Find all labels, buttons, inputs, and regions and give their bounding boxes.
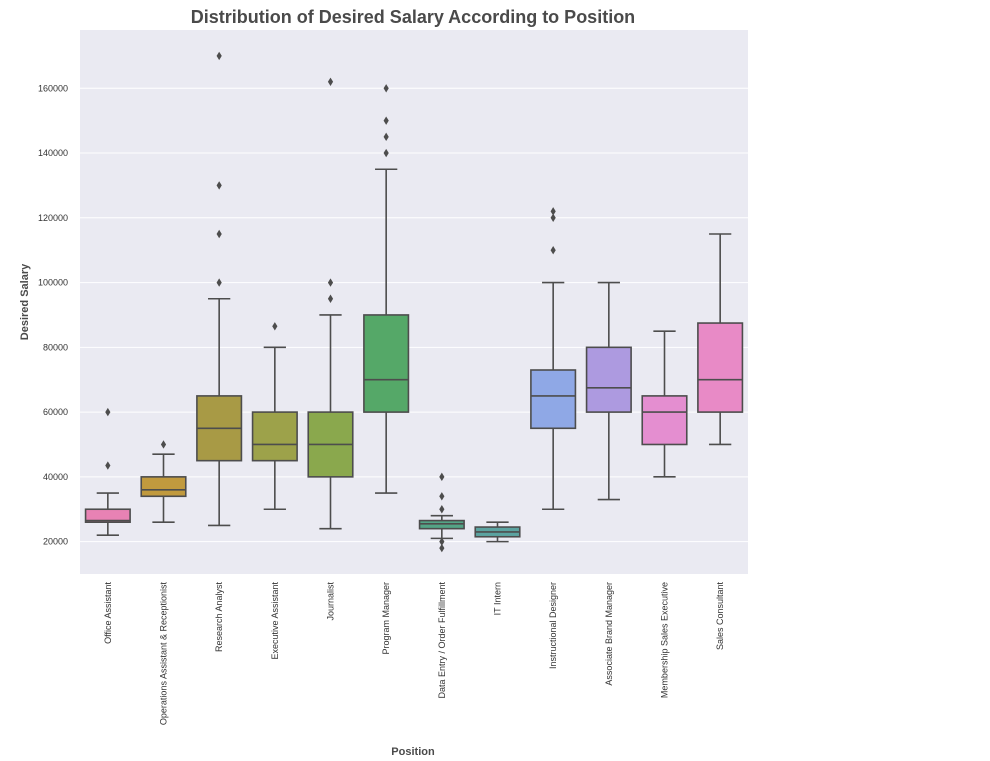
outlier-point xyxy=(439,472,445,482)
outlier-point xyxy=(383,148,389,158)
y-axis-label: Desired Salary xyxy=(19,263,31,340)
box-group xyxy=(307,77,354,530)
plot-area xyxy=(80,30,748,574)
box-group xyxy=(363,84,410,494)
x-tick-label: Data Entry / Order Fulfillment xyxy=(437,582,447,699)
box-group xyxy=(196,51,243,527)
y-tick-label: 40000 xyxy=(43,472,68,482)
box-group xyxy=(697,233,744,446)
outlier-point xyxy=(383,116,389,125)
x-tick-label: Instructional Designer xyxy=(548,582,558,669)
x-tick-label: Membership Sales Executive xyxy=(660,582,670,698)
box-group xyxy=(641,330,688,478)
outlier-point xyxy=(327,278,334,287)
x-axis-ticks: Office Assistant Operations Assistant & R… xyxy=(103,582,725,726)
box-group xyxy=(140,440,187,523)
box xyxy=(585,346,632,413)
box xyxy=(641,395,688,446)
outlier-point xyxy=(550,207,556,216)
outlier-point xyxy=(439,492,445,501)
box-group xyxy=(251,322,298,511)
box xyxy=(530,369,577,430)
outlier-point xyxy=(327,294,334,303)
outlier-point xyxy=(439,537,445,546)
x-tick-label: Associate Brand Manager xyxy=(604,582,614,686)
box xyxy=(251,411,298,462)
box-group xyxy=(418,472,465,553)
y-tick-label: 120000 xyxy=(38,213,68,223)
outlier-point xyxy=(216,278,222,287)
y-tick-label: 60000 xyxy=(43,407,68,417)
outlier-point xyxy=(105,407,111,417)
outlier-point xyxy=(439,543,445,553)
box xyxy=(363,314,410,413)
outlier-point xyxy=(272,322,278,331)
chart-title: Distribution of Desired Salary According… xyxy=(191,7,635,27)
box-group xyxy=(84,407,131,536)
y-tick-label: 20000 xyxy=(43,537,68,547)
outlier-point xyxy=(216,181,222,190)
x-tick-label: Sales Consultant xyxy=(715,582,725,651)
outlier-point xyxy=(327,77,334,87)
box xyxy=(697,322,744,413)
outlier-point xyxy=(216,229,222,239)
y-tick-label: 140000 xyxy=(38,148,68,158)
box xyxy=(84,508,131,523)
x-tick-label: Research Analyst xyxy=(214,582,224,653)
outlier-point xyxy=(383,84,389,93)
x-tick-label: Executive Assistant xyxy=(270,582,280,660)
outlier-point xyxy=(439,505,445,514)
x-tick-label: Operations Assistant & Receptionist xyxy=(159,582,169,726)
x-axis-label: Position xyxy=(391,746,435,758)
y-tick-label: 160000 xyxy=(38,83,68,93)
outlier-point xyxy=(383,132,389,142)
y-tick-label: 80000 xyxy=(43,342,68,352)
y-tick-label: 100000 xyxy=(38,278,68,288)
box-group xyxy=(530,207,577,511)
x-tick-label: Office Assistant xyxy=(103,582,113,644)
grid-lines xyxy=(80,87,748,543)
box xyxy=(418,519,465,530)
outlier-point xyxy=(105,461,111,470)
x-tick-label: IT Intern xyxy=(493,582,503,615)
y-axis-ticks: 20000 40000 60000 80000 100000 120000 140000 16… xyxy=(38,83,68,546)
box xyxy=(140,476,187,498)
outlier-point xyxy=(160,440,167,449)
box-group xyxy=(585,281,632,501)
outlier-point xyxy=(216,51,222,61)
outlier-point xyxy=(550,245,556,255)
x-tick-label: Program Manager xyxy=(381,582,391,655)
outlier-point xyxy=(550,213,556,223)
box-group xyxy=(474,521,521,543)
boxes xyxy=(84,51,744,553)
x-tick-label: Journalist xyxy=(326,582,336,621)
